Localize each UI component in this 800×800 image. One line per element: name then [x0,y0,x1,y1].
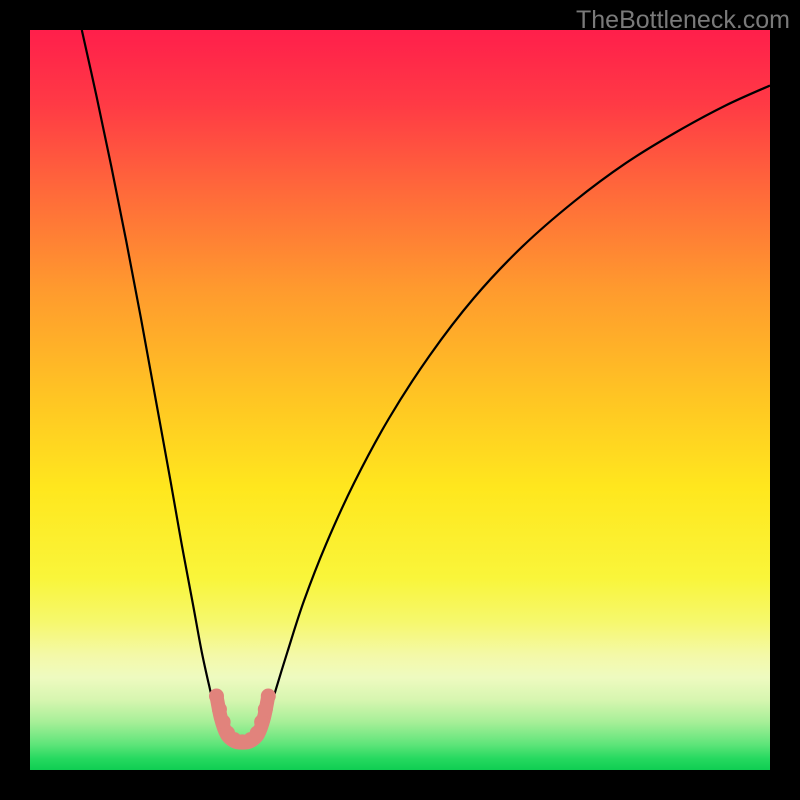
valley-dot-9 [258,702,273,717]
curve-right_branch [268,86,770,716]
watermark-label: TheBottleneck.com [576,6,790,35]
chart-stage: TheBottleneck.com [0,0,800,800]
curve-left_branch [82,30,217,716]
valley-dot-10 [261,689,276,704]
valley-dot-0 [209,689,224,704]
bottleneck-plot [0,0,800,800]
